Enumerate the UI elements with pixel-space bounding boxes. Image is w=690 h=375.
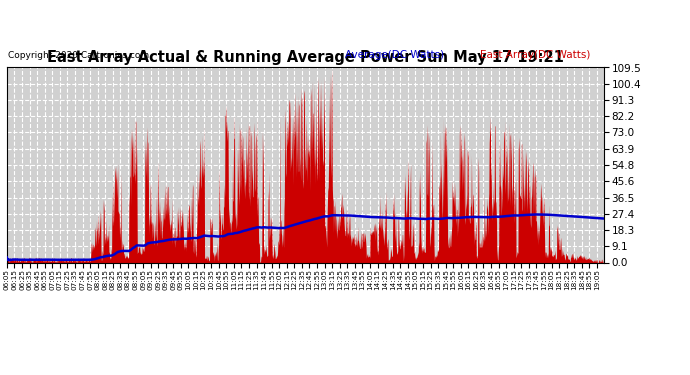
Text: East Array(DC Watts): East Array(DC Watts) (480, 50, 590, 60)
Text: Average(DC Watts): Average(DC Watts) (345, 50, 444, 60)
Title: East Array Actual & Running Average Power Sun May 17 19:21: East Array Actual & Running Average Powe… (47, 50, 564, 65)
Text: Copyright 2020 Cartronics.com: Copyright 2020 Cartronics.com (8, 51, 150, 60)
